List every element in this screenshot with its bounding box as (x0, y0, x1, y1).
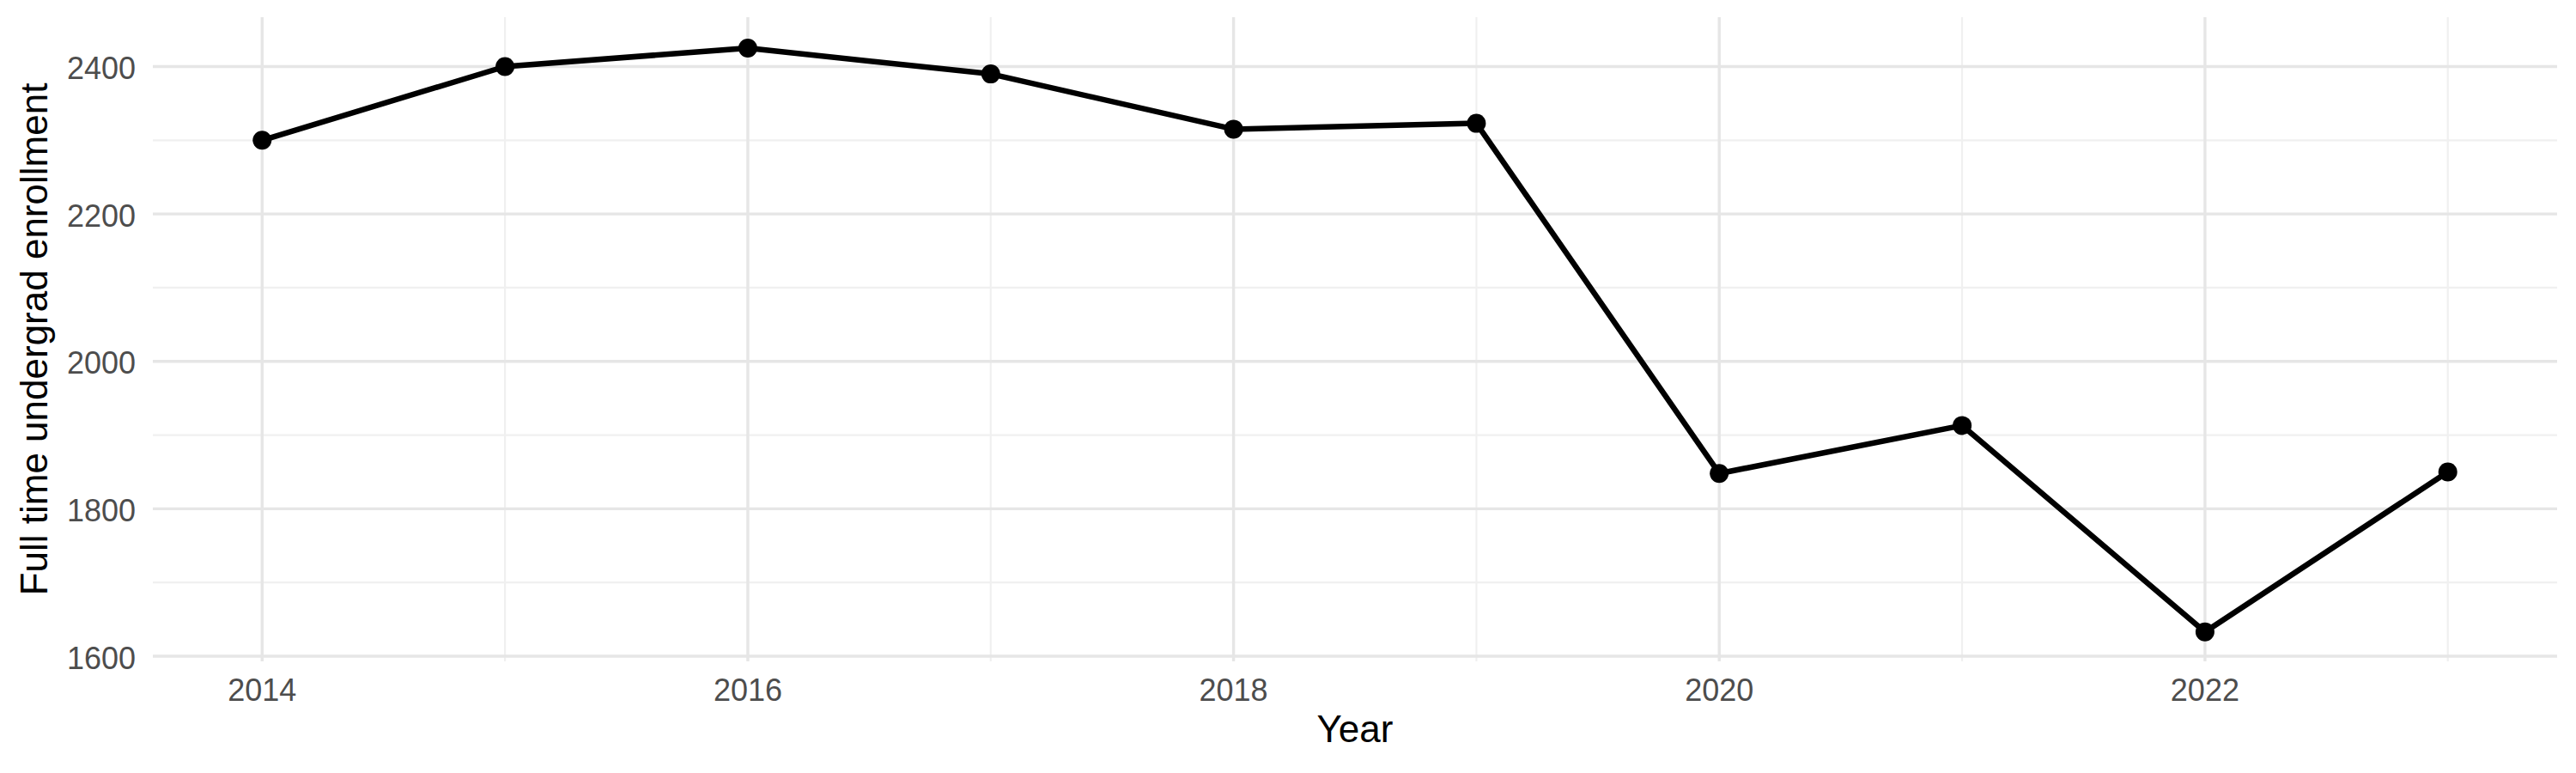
x-tick-label: 2014 (228, 673, 296, 708)
x-tick-label: 2016 (714, 673, 782, 708)
x-tick-label: 2018 (1200, 673, 1268, 708)
data-point (2196, 623, 2215, 642)
y-tick-label: 1800 (67, 493, 136, 528)
x-tick-label: 2022 (2171, 673, 2239, 708)
data-point (738, 39, 757, 58)
y-tick-label: 2200 (67, 198, 136, 234)
enrollment-line (262, 48, 2447, 632)
y-tick-label: 2000 (67, 345, 136, 380)
data-point (252, 131, 271, 149)
data-point (1953, 416, 1971, 435)
plot-panel: 1600 1800 2000 2200 2400 2014 2016 2018 2020 2022 (0, 0, 2576, 773)
data-point (1224, 119, 1243, 138)
data-point (981, 64, 1000, 83)
x-axis-title: Year (1317, 708, 1394, 751)
x-tick-label: 2020 (1685, 673, 1753, 708)
data-point (1467, 114, 1485, 133)
data-point (495, 58, 514, 76)
y-tick-label: 2400 (67, 51, 136, 86)
enrollment-line-chart: 1600 1800 2000 2200 2400 2014 2016 2018 2020 2022… (0, 0, 2576, 773)
data-point (2439, 463, 2458, 482)
data-point (1710, 464, 1728, 483)
y-axis-title: Full time undergrad enrollment (13, 83, 56, 596)
y-tick-label: 1600 (67, 641, 136, 676)
